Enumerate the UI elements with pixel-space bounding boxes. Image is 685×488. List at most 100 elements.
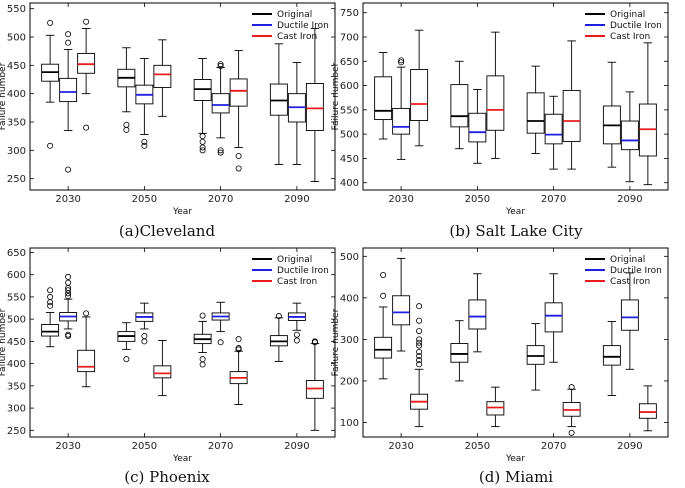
box-ductile-iron-2090 bbox=[287, 62, 306, 165]
y-tick-label: 550 bbox=[7, 292, 26, 303]
outlier-point bbox=[416, 328, 423, 335]
plot-frame bbox=[29, 247, 336, 438]
plot-frame bbox=[362, 2, 669, 191]
outlier-point bbox=[47, 19, 54, 26]
legend-label: Original bbox=[610, 10, 645, 20]
y-tick-label: 350 bbox=[7, 381, 26, 392]
outlier-point bbox=[293, 331, 300, 338]
x-tick-label: 2050 bbox=[465, 441, 490, 452]
x-tick-label: 2050 bbox=[132, 441, 157, 452]
x-tick-label: 2030 bbox=[55, 194, 80, 205]
outlier-point bbox=[416, 336, 423, 343]
outlier-point bbox=[47, 302, 54, 309]
x-axis-label: Year bbox=[505, 207, 525, 217]
box-original-2090 bbox=[269, 43, 288, 165]
box-ductile-iron-2090 bbox=[287, 302, 306, 344]
legend-label: Cast Iron bbox=[277, 32, 317, 42]
box-cast-iron-2090 bbox=[638, 385, 657, 432]
outlier-point bbox=[199, 312, 206, 319]
box-ductile-iron-2030 bbox=[392, 257, 411, 352]
box-body bbox=[562, 89, 581, 142]
outlier-point bbox=[217, 62, 224, 69]
y-tick-label: 600 bbox=[7, 270, 26, 281]
box-original-2070 bbox=[526, 65, 545, 155]
box-cast-iron-2050 bbox=[486, 31, 505, 159]
panel-caption: (d) Miami bbox=[479, 468, 553, 486]
box-original-2070 bbox=[526, 323, 545, 391]
box-body bbox=[211, 93, 230, 114]
y-tick-label: 400 bbox=[340, 293, 359, 304]
outlier-point bbox=[65, 31, 72, 38]
x-tick-label: 2030 bbox=[388, 441, 413, 452]
outlier-point bbox=[235, 152, 242, 159]
x-tick-label: 2070 bbox=[541, 194, 566, 205]
box-body bbox=[77, 349, 96, 373]
chart-panel-2: 400 450 500 550 600 650 700 750 2030 2050 2070 2090… bbox=[331, 2, 669, 240]
y-tick-label: 650 bbox=[340, 57, 359, 68]
outlier-point bbox=[123, 126, 130, 133]
chart-panel-3: 250 300 350 400 450 500 550 600 650 2030 2050 2070 2… bbox=[0, 247, 336, 486]
box-ductile-iron-2050 bbox=[468, 89, 487, 164]
box-body bbox=[374, 336, 393, 359]
box-cast-iron-2050 bbox=[486, 386, 505, 428]
box-cast-iron-2030 bbox=[410, 29, 429, 147]
box-original-2050 bbox=[117, 47, 136, 133]
y-axis-label: Failure number bbox=[331, 62, 341, 130]
outlier-point bbox=[217, 61, 224, 68]
outlier-point bbox=[65, 287, 72, 294]
legend-label: Ductile Iron bbox=[610, 21, 662, 31]
y-tick-label: 400 bbox=[7, 89, 26, 100]
box-body bbox=[392, 107, 411, 135]
box-cast-iron-2070 bbox=[562, 40, 581, 170]
outlier-point bbox=[235, 336, 242, 343]
box-original-2070 bbox=[193, 58, 212, 154]
box-cast-iron-2090 bbox=[305, 338, 324, 431]
y-tick-label: 750 bbox=[340, 8, 359, 19]
chart-panel-4: 100 200 300 400 500 2030 2050 2070 2090 Year Failu… bbox=[331, 247, 669, 486]
outlier-point bbox=[65, 293, 72, 300]
outlier-point bbox=[416, 303, 423, 310]
outlier-point bbox=[83, 18, 90, 25]
box-original-2050 bbox=[117, 322, 136, 363]
y-tick-label: 600 bbox=[340, 81, 359, 92]
x-tick-label: 2090 bbox=[617, 441, 642, 452]
legend-label: Ductile Iron bbox=[610, 266, 662, 276]
legend-label: Ductile Iron bbox=[277, 266, 329, 276]
box-original-2030 bbox=[374, 271, 393, 380]
outlier-point bbox=[416, 342, 423, 349]
y-tick-label: 400 bbox=[7, 359, 26, 370]
outlier-point bbox=[217, 339, 224, 346]
box-body bbox=[486, 75, 505, 131]
y-axis-label: Failure number bbox=[0, 62, 8, 130]
y-tick-label: 500 bbox=[340, 252, 359, 263]
y-tick-label: 200 bbox=[340, 376, 359, 387]
outlier-point bbox=[416, 352, 423, 359]
box-body bbox=[526, 345, 545, 365]
box-body bbox=[410, 69, 429, 121]
legend-label: Ductile Iron bbox=[277, 21, 329, 31]
x-tick-label: 2070 bbox=[541, 441, 566, 452]
box-original-2050 bbox=[450, 320, 469, 382]
box-cast-iron-2090 bbox=[638, 42, 657, 186]
box-ductile-iron-2090 bbox=[620, 272, 639, 370]
y-tick-label: 700 bbox=[340, 33, 359, 44]
box-ductile-iron-2090 bbox=[620, 91, 639, 183]
outlier-point bbox=[83, 310, 90, 317]
box-body bbox=[305, 83, 324, 131]
box-original-2030 bbox=[41, 287, 60, 348]
x-axis-label: Year bbox=[505, 454, 525, 464]
y-tick-label: 450 bbox=[7, 337, 26, 348]
legend-label: Cast Iron bbox=[610, 32, 650, 42]
box-body bbox=[620, 120, 639, 151]
panel-caption: (b) Salt Lake City bbox=[449, 222, 583, 240]
outlier-point bbox=[398, 59, 405, 66]
box-body bbox=[153, 365, 172, 379]
outlier-point bbox=[275, 313, 282, 320]
x-tick-label: 2030 bbox=[388, 194, 413, 205]
outlier-point bbox=[83, 124, 90, 131]
y-tick-label: 500 bbox=[7, 315, 26, 326]
y-tick-label: 650 bbox=[7, 248, 26, 259]
outlier-point bbox=[380, 271, 387, 278]
outlier-point bbox=[65, 331, 72, 338]
